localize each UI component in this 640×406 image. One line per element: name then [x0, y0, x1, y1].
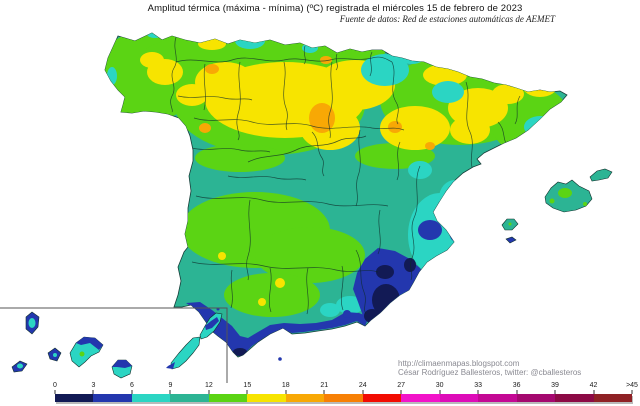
colorbar-tick-label: 42 — [589, 382, 598, 389]
colorbar-tick-mark — [477, 390, 479, 394]
colorbar-tick-mark — [208, 390, 210, 394]
colorbar-tick-mark — [362, 390, 364, 394]
colorbar-tick-mark — [554, 390, 556, 394]
colorbar-tick-label: 21 — [320, 382, 329, 389]
colorbar-segment-36-39 — [516, 394, 556, 402]
canary-islands — [11, 307, 223, 379]
colorbar-tick-label: 3 — [91, 382, 96, 389]
colorbar-tick-label: 0 — [53, 382, 57, 389]
colorbar-segments — [55, 394, 633, 402]
colorbar-segment-42-45 — [593, 394, 633, 402]
colorbar-segment-21-24 — [324, 394, 363, 402]
colorbar-tick-mark — [246, 390, 248, 394]
colorbar-segment-24-27 — [362, 394, 402, 402]
colorbar-tick-label: 9 — [168, 382, 173, 389]
colorbar-tick-mark — [92, 390, 94, 394]
colorbar-segment-30-33 — [439, 394, 479, 402]
colorbar-tick-label: 30 — [435, 382, 444, 389]
colorbar-tick-label: 27 — [397, 382, 406, 389]
balearic-islands — [501, 168, 613, 244]
credit-url: http://climaenmapas.blogspot.com — [398, 359, 520, 368]
colorbar-segment-12-15 — [208, 394, 248, 402]
colorbar-tick-label: >45 — [626, 382, 638, 389]
colorbar-tick-labels: 0 3 6 9 12 15 18 21 24 27 30 33 36 39 42 >45 — [53, 382, 638, 394]
colorbar-segment-18-21 — [285, 394, 325, 402]
colorbar-segment-39-42 — [555, 394, 594, 402]
colorbar-segment-9-12 — [170, 394, 209, 402]
colorbar-tick-label: 18 — [281, 382, 290, 389]
colorbar-tick-label: 33 — [474, 382, 483, 389]
colorbar-tick-mark — [400, 390, 402, 394]
colorbar-tick-mark — [631, 390, 633, 394]
colorbar-tick-mark — [54, 390, 56, 394]
canary-inset-border — [0, 307, 228, 383]
colorbar-tick-mark — [285, 390, 287, 394]
map-title: Amplitud térmica (máxima - mínima) (ºC) … — [147, 3, 523, 14]
colorbar-segment-3-6 — [93, 394, 132, 402]
credit-author: César Rodríguez Ballesteros, twitter: @c… — [398, 368, 582, 377]
colorbar-tick-mark — [439, 390, 441, 394]
ceuta-dot — [278, 357, 282, 361]
colorbar-tick-label: 24 — [358, 382, 367, 389]
colorbar-tick-mark — [169, 390, 171, 394]
colorbar-tick-mark — [516, 390, 518, 394]
colorbar-tick-label: 6 — [129, 382, 134, 389]
colorbar-segment-27-30 — [401, 394, 440, 402]
colorbar-tick-mark — [323, 390, 325, 394]
colorbar-tick-label: 12 — [204, 382, 213, 389]
province-borders — [170, 36, 521, 315]
colorbar-tick-label: 15 — [243, 382, 252, 389]
colorbar-tick-label: 39 — [551, 382, 559, 389]
data-source-subtitle: Fuente de datos: Red de estaciones autom… — [339, 14, 555, 24]
colorbar-segment-0-3 — [55, 394, 94, 402]
colorbar-segment-6-9 — [131, 394, 171, 402]
colorbar-tick-mark — [131, 390, 133, 394]
island-formentera — [505, 236, 517, 244]
colorbar-tick-mark — [593, 390, 595, 394]
island-fuerteventura — [170, 336, 201, 370]
credit-block: http://climaenmapas.blogspot.com César R… — [398, 359, 581, 377]
colorbar-tick-label: 36 — [512, 382, 521, 389]
colorbar-segment-15-18 — [247, 394, 286, 402]
colorbar-segment-33-36 — [478, 394, 517, 402]
island-menorca — [589, 168, 613, 182]
